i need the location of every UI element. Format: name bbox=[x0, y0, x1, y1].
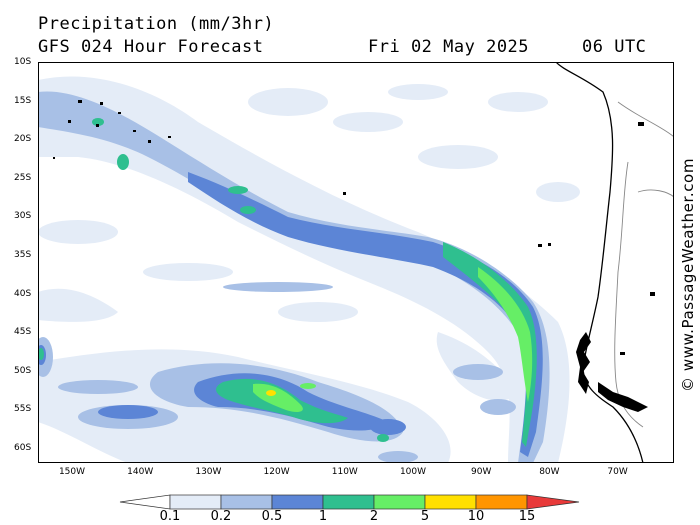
legend-swatch bbox=[119, 494, 171, 510]
latitude-label: 10S bbox=[14, 57, 32, 67]
chart-title: Precipitation (mm/3hr) bbox=[38, 14, 275, 34]
legend-label: 0.5 bbox=[261, 509, 283, 524]
country-border-east bbox=[637, 189, 674, 198]
country-border-north bbox=[617, 101, 674, 138]
legend-label: 2 bbox=[369, 509, 379, 524]
precip-yellow bbox=[266, 390, 276, 396]
latitude-label: 20S bbox=[14, 134, 32, 145]
legend-label: 1 bbox=[318, 509, 328, 524]
forecast-time: 06 UTC bbox=[582, 37, 647, 57]
legend-swatch bbox=[169, 494, 222, 510]
longitude-label: 120W bbox=[263, 467, 290, 477]
longitude-label: 150W bbox=[58, 467, 86, 477]
legend-swatch bbox=[475, 494, 528, 510]
longitude-label: 130W bbox=[195, 467, 222, 477]
longitude-label: 70W bbox=[607, 467, 628, 477]
legend-swatch bbox=[373, 494, 426, 510]
legend-swatch bbox=[526, 494, 580, 510]
forecast-subtitle: GFS 024 Hour Forecast bbox=[38, 37, 264, 57]
legend-label: 0.2 bbox=[210, 509, 232, 524]
latitude-label: 50S bbox=[14, 365, 32, 376]
latitude-label: 40S bbox=[14, 288, 32, 299]
longitude-label: 90W bbox=[471, 467, 492, 477]
legend-swatch bbox=[220, 494, 273, 510]
pacific-islands bbox=[53, 100, 551, 247]
legend-label: 0.1 bbox=[159, 509, 181, 524]
longitude-label: 110W bbox=[331, 467, 358, 477]
latitude-label: 60S bbox=[14, 443, 32, 453]
latitude-label: 25S bbox=[14, 172, 32, 183]
credit-text: © www.PassageWeather.com bbox=[679, 157, 697, 393]
legend-label: 10 bbox=[467, 509, 485, 524]
latitude-label: 30S bbox=[14, 211, 32, 222]
legend-swatch bbox=[424, 494, 477, 510]
precipitation-map bbox=[38, 62, 674, 463]
latitude-label: 35S bbox=[14, 250, 32, 260]
map-frame bbox=[38, 62, 674, 463]
patagonia-coast bbox=[576, 122, 655, 412]
latitude-label: 55S bbox=[14, 404, 32, 415]
latitude-label: 15S bbox=[14, 95, 32, 106]
legend-label: 5 bbox=[420, 509, 430, 524]
longitude-label: 100W bbox=[399, 467, 427, 477]
credit-watermark: © www.PassageWeather.com bbox=[679, 150, 697, 400]
latitude-label: 45S bbox=[14, 327, 32, 338]
color-scale-legend bbox=[119, 494, 580, 510]
precip-green bbox=[253, 267, 533, 412]
forecast-date: Fri 02 May 2025 bbox=[368, 37, 530, 57]
legend-swatch bbox=[271, 494, 324, 510]
longitude-label: 140W bbox=[127, 467, 154, 477]
legend-label: 15 bbox=[518, 509, 536, 524]
longitude-label: 80W bbox=[539, 467, 560, 477]
legend-swatch bbox=[322, 494, 375, 510]
